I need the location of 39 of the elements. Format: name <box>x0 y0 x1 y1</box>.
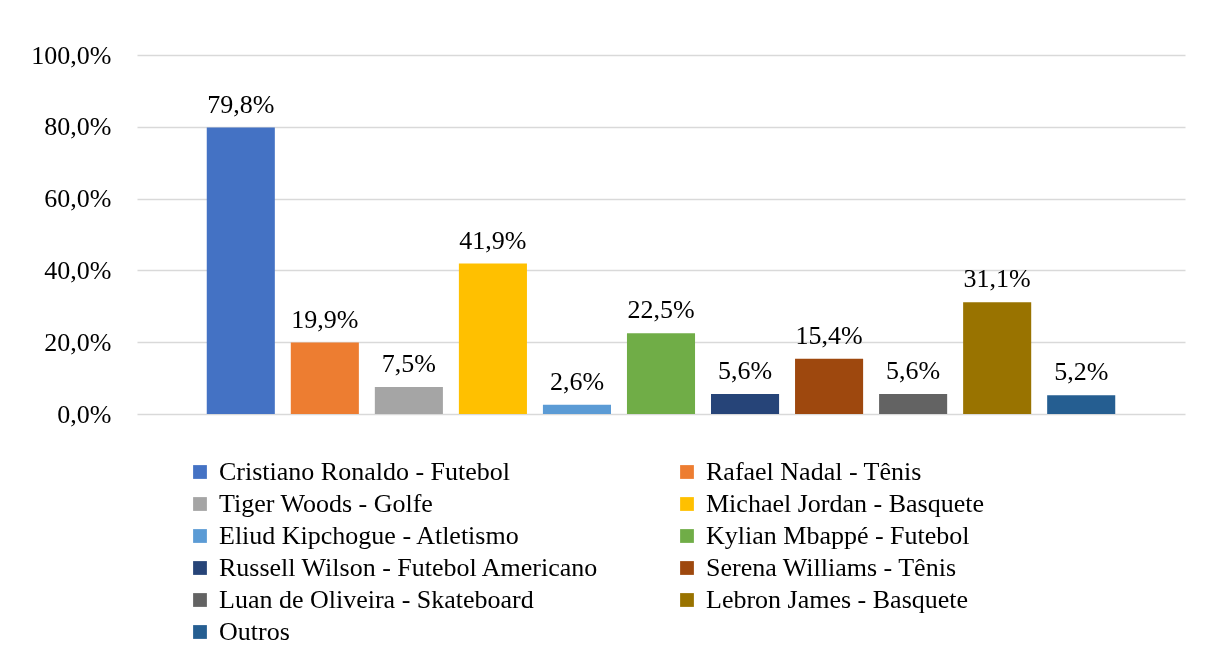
y-tick-label: 20,0% <box>44 327 112 357</box>
legend-label: Rafael Nadal - Tênis <box>706 457 922 486</box>
data-label: 5,6% <box>717 355 773 385</box>
data-label: 7,5% <box>381 349 436 379</box>
legend-label: Luan de Oliveira - Skateboard <box>219 585 534 614</box>
bar <box>206 127 275 414</box>
legend-label: Russell Wilson - Futebol Americano <box>219 553 598 582</box>
data-label: 41,9% <box>459 225 527 255</box>
bar <box>374 387 443 414</box>
bar <box>542 404 611 414</box>
data-label: 31,1% <box>963 264 1031 294</box>
data-label: 5,2% <box>1054 357 1109 387</box>
legend-label: Cristiano Ronaldo - Futebol <box>219 457 511 486</box>
bar <box>1047 395 1116 414</box>
bar <box>458 263 527 414</box>
y-tick-label: 80,0% <box>44 112 112 142</box>
y-tick-label: 60,0% <box>44 184 112 214</box>
legend-label: Eliud Kipchogue - Atletismo <box>219 521 519 550</box>
data-label: 2,6% <box>549 366 605 396</box>
legend-label: Tiger Woods - Golfe <box>219 489 433 518</box>
legend-label: Michael Jordan - Basquete <box>706 489 984 518</box>
y-tick-label: 0,0% <box>57 399 112 429</box>
bar <box>795 358 864 414</box>
legend-label: Lebron James - Basquete <box>706 585 969 614</box>
bar <box>626 333 696 414</box>
y-tick-label: 40,0% <box>44 255 112 285</box>
y-tick-label: 100,0% <box>31 40 112 70</box>
data-label: 15,4% <box>795 320 863 350</box>
bar <box>711 393 780 414</box>
data-label: 5,6% <box>886 355 941 385</box>
legend-label: Kylian Mbappé - Futebol <box>706 521 970 550</box>
data-label: 19,9% <box>291 304 359 334</box>
data-label: 79,8% <box>207 89 275 119</box>
bar <box>290 342 359 414</box>
legend-label: Outros <box>219 617 290 646</box>
bar <box>963 302 1032 414</box>
legend-label: Serena Williams - Tênis <box>706 553 956 582</box>
bar <box>879 393 948 414</box>
data-label: 22,5% <box>627 295 695 325</box>
